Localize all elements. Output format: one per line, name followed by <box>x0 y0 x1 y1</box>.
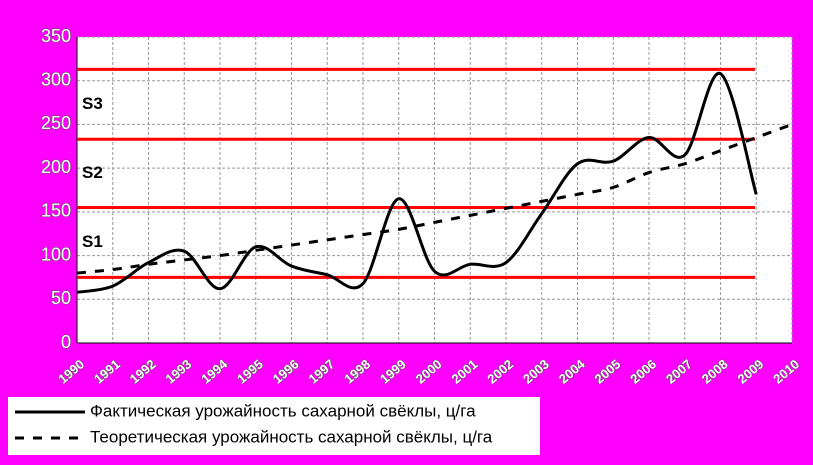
x-tick-label: 1998 <box>341 356 373 386</box>
x-tick-label: 2003 <box>520 356 552 386</box>
x-tick-label: 2008 <box>699 356 731 386</box>
x-tick-label: 1999 <box>377 356 409 386</box>
x-tick-label: 1993 <box>163 356 195 386</box>
annotation: S2 <box>82 163 103 182</box>
x-tick-label: 2000 <box>413 356 445 386</box>
x-tick-label: 1994 <box>198 356 230 387</box>
x-tick-label: 2006 <box>627 356 659 386</box>
legend <box>8 397 540 455</box>
annotation: S1 <box>82 232 103 251</box>
x-tick-label: 2004 <box>556 356 588 387</box>
x-tick-label: 1990 <box>55 356 87 386</box>
x-tick-label: 2010 <box>770 356 802 386</box>
y-tick-label: 100 <box>41 244 71 264</box>
x-tick-label: 2005 <box>592 356 624 386</box>
y-tick-label: 150 <box>41 201 71 221</box>
legend-label: Теоретическая урожайность сахарной свёкл… <box>90 427 493 446</box>
y-tick-label: 250 <box>41 113 71 133</box>
legend-label: Фактическая урожайность сахарной свёклы,… <box>90 401 476 420</box>
y-tick-label: 300 <box>41 69 71 89</box>
x-tick-label: 1997 <box>306 356 338 386</box>
y-tick-label: 0 <box>61 332 71 352</box>
x-tick-label: 2007 <box>663 356 695 386</box>
x-tick-label: 1995 <box>234 356 266 386</box>
y-tick-label: 200 <box>41 157 71 177</box>
series-line <box>76 123 793 275</box>
x-tick-label: 1991 <box>91 356 123 386</box>
y-tick-label: 50 <box>51 288 71 308</box>
x-tick-label: 2009 <box>735 356 767 386</box>
x-tick-label: 2002 <box>484 356 516 386</box>
x-tick-label: 1996 <box>270 356 302 386</box>
series-line <box>76 72 758 294</box>
x-tick-label: 2001 <box>449 356 481 386</box>
annotation: S3 <box>82 94 103 113</box>
y-tick-label: 350 <box>41 26 71 46</box>
x-tick-label: 1992 <box>127 356 159 386</box>
